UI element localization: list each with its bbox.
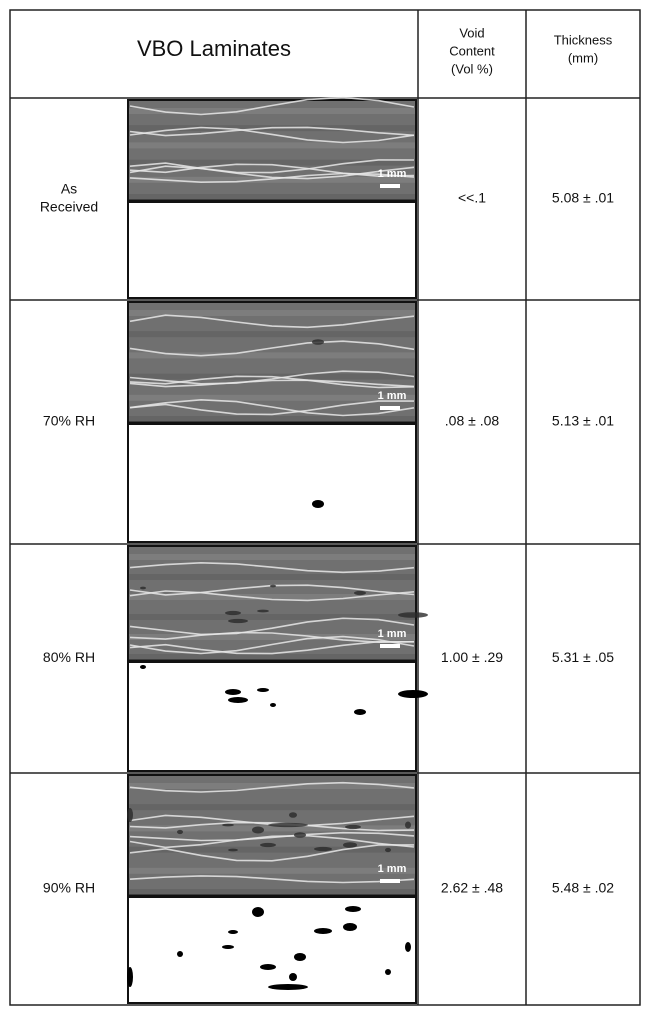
- texture: [129, 194, 415, 200]
- void-dark: [228, 849, 238, 852]
- void-dark: [222, 824, 234, 827]
- void-blob: [228, 930, 238, 934]
- micrograph: 1 mm: [128, 98, 416, 201]
- void-blob: [268, 984, 308, 990]
- void-blob: [405, 942, 411, 952]
- row-label: Received: [40, 199, 98, 215]
- scale-bar: [380, 644, 400, 648]
- void-dark: [257, 610, 269, 613]
- void-dark: [354, 591, 366, 595]
- void-dark: [270, 585, 276, 588]
- header-cell: (mm): [568, 50, 598, 65]
- row-label: As: [61, 181, 77, 197]
- void-dark: [127, 808, 133, 822]
- table: VBO Laminates Void Content (Vol %) Thicknes…: [0, 0, 651, 1014]
- void-blob: [270, 703, 276, 707]
- binary-image: [128, 202, 416, 298]
- void-dark: [268, 823, 308, 827]
- page: {"header": {"title": "VBO Laminates", "v…: [0, 0, 651, 1014]
- header-title: VBO Laminates: [137, 36, 291, 61]
- texture: [129, 868, 415, 874]
- scale-bar: [380, 879, 400, 883]
- void-blob: [177, 951, 183, 957]
- void-blob: [289, 973, 297, 981]
- texture: [129, 395, 415, 401]
- void-dark: [260, 843, 276, 847]
- scale-label: 1 mm: [378, 863, 407, 875]
- micrograph-bg: [128, 100, 416, 200]
- micrograph-bg: [128, 302, 416, 422]
- void-dark: [385, 848, 391, 852]
- texture: [129, 654, 415, 660]
- void-blob: [294, 953, 306, 961]
- scale-bar: [380, 184, 400, 188]
- void-dark: [405, 822, 411, 829]
- void-blob: [312, 500, 324, 508]
- void-blob: [228, 697, 248, 703]
- header-cell: (Vol %): [451, 61, 493, 76]
- scale-label: 1 mm: [378, 390, 407, 402]
- header-cell: Content: [449, 43, 495, 58]
- scale-bar: [380, 406, 400, 410]
- void-blob: [252, 907, 264, 917]
- texture: [129, 574, 415, 580]
- void-blob: [257, 688, 269, 692]
- void-dark: [294, 832, 306, 838]
- void-dark: [228, 619, 248, 623]
- texture: [129, 804, 415, 810]
- void-dark: [312, 339, 324, 345]
- void-dark: [345, 825, 361, 829]
- void-dark: [225, 611, 241, 615]
- header-cell: Void: [459, 25, 484, 40]
- micrograph: 1 mm: [127, 775, 416, 895]
- texture: [129, 416, 415, 422]
- void-dark: [289, 812, 297, 818]
- void-dark: [252, 827, 264, 834]
- header-cell: Thickness: [554, 32, 613, 47]
- void-dark: [140, 587, 146, 590]
- micrograph: 1 mm: [128, 302, 416, 422]
- void-dark: [314, 847, 332, 851]
- scale-label: 1 mm: [378, 628, 407, 640]
- void-content: 1.00 ± .29: [441, 649, 503, 665]
- void-content: 2.62 ± .48: [441, 880, 503, 896]
- thickness: 5.08 ± .01: [552, 190, 614, 206]
- void-blob: [140, 665, 146, 669]
- texture: [129, 554, 415, 560]
- void-dark: [398, 612, 428, 618]
- thickness: 5.13 ± .01: [552, 413, 614, 429]
- void-blob: [260, 964, 276, 970]
- void-blob: [314, 928, 332, 934]
- void-blob: [222, 945, 234, 949]
- void-blob: [345, 906, 361, 912]
- row-label: 90% RH: [43, 880, 95, 896]
- void-blob: [225, 689, 241, 695]
- texture: [129, 889, 415, 895]
- void-content: .08 ± .08: [445, 413, 500, 429]
- scale-label: 1 mm: [378, 168, 407, 180]
- void-blob: [385, 969, 391, 975]
- void-blob: [127, 967, 133, 987]
- void-dark: [177, 830, 183, 834]
- micrograph: 1 mm: [128, 546, 428, 660]
- void-content: <<.1: [458, 190, 486, 206]
- void-blob: [398, 690, 428, 698]
- texture: [129, 142, 415, 148]
- thickness: 5.48 ± .02: [552, 880, 614, 896]
- row-label: 80% RH: [43, 649, 95, 665]
- void-dark: [343, 842, 357, 848]
- thickness: 5.31 ± .05: [552, 649, 614, 665]
- row-label: 70% RH: [43, 413, 95, 429]
- void-blob: [343, 923, 357, 931]
- binary-image: [128, 662, 416, 771]
- binary-image: [128, 424, 416, 542]
- texture: [129, 331, 415, 337]
- void-blob: [354, 709, 366, 715]
